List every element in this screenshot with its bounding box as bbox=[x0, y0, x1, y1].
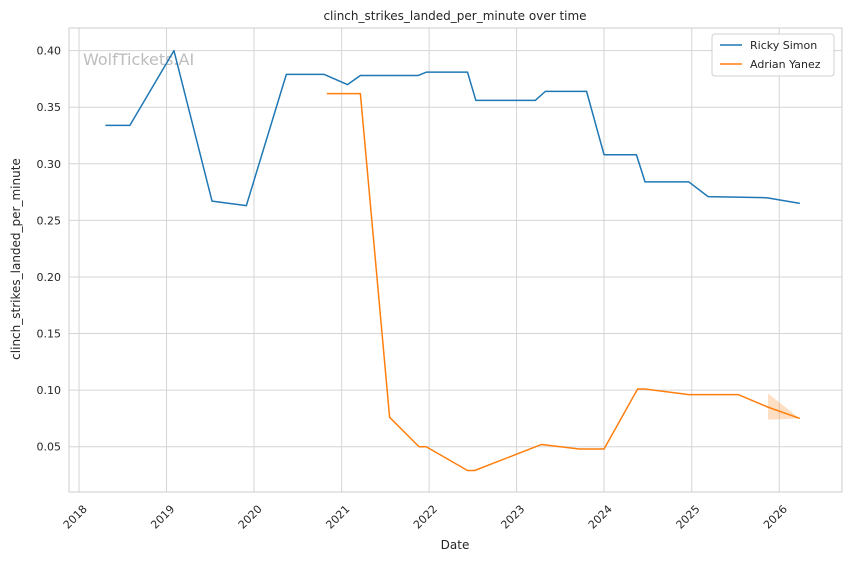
y-tick-label: 0.10 bbox=[37, 384, 62, 397]
y-axis-label: clinch_strikes_landed_per_minute bbox=[9, 158, 23, 360]
y-tick-label: 0.40 bbox=[37, 45, 62, 58]
y-tick-label: 0.15 bbox=[37, 328, 62, 341]
series-line-0 bbox=[105, 49, 800, 207]
y-tick-label: 0.25 bbox=[37, 214, 62, 227]
legend-box bbox=[711, 33, 835, 77]
legend: Ricky Simon Adrian Yanez bbox=[711, 33, 835, 77]
y-tick-label: 0.35 bbox=[37, 101, 62, 114]
series-lines bbox=[105, 49, 801, 472]
y-axis-ticks: 0.05 0.10 0.15 0.20 0.25 0.30 0.35 0.40 bbox=[37, 45, 62, 454]
series-line-1 bbox=[326, 92, 801, 472]
y-tick-label: 0.05 bbox=[37, 441, 62, 454]
legend-label: Adrian Yanez bbox=[750, 58, 821, 71]
y-tick-label: 0.30 bbox=[37, 158, 62, 171]
grid bbox=[69, 28, 842, 492]
y-tick-label: 0.20 bbox=[37, 271, 62, 284]
series-band bbox=[767, 393, 800, 420]
chart-title: clinch_strikes_landed_per_minute over ti… bbox=[323, 9, 586, 23]
x-axis-label: Date bbox=[441, 538, 470, 552]
plot-border bbox=[68, 27, 843, 493]
legend-label: Ricky Simon bbox=[750, 39, 817, 52]
plot-frame bbox=[68, 27, 843, 493]
confidence-bands bbox=[767, 393, 800, 420]
